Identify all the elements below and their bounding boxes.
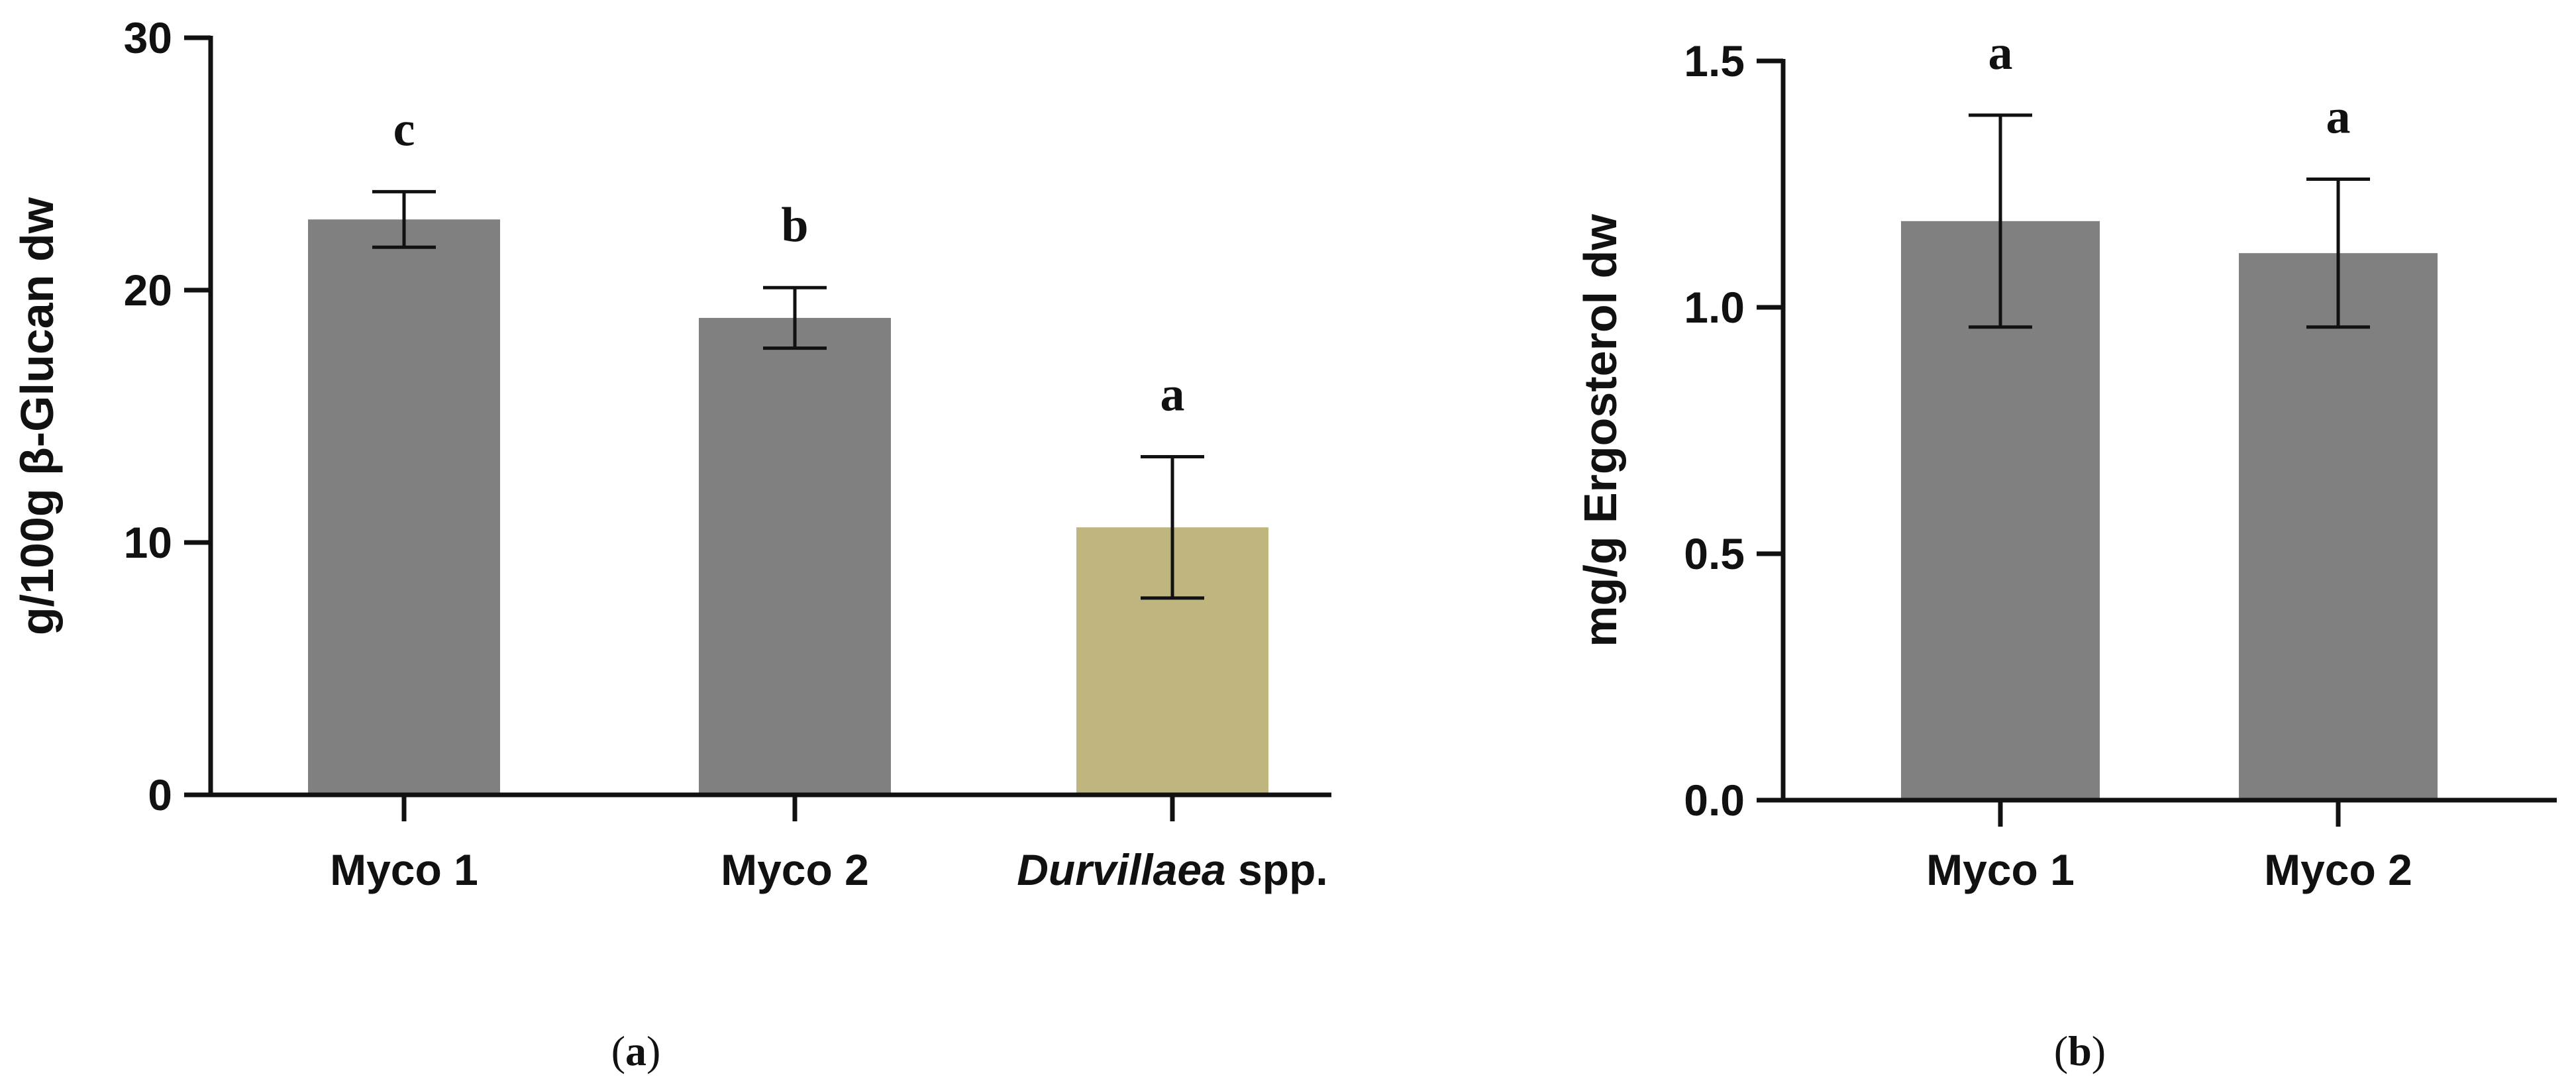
- chart-a-y-tick-label-3: 30: [124, 13, 172, 62]
- chart-a-panel-label-close: ): [646, 1027, 660, 1074]
- chart-b-category-label-2: Myco 2: [2264, 845, 2412, 894]
- chart-b-y-tick-label-0: 0.0: [1684, 776, 1745, 825]
- chart-b-error-bar-2: [2306, 178, 2370, 329]
- chart-panel-a: c b a 0 10 20 30 Myco 1 Myco 2 Durvillaea spp. g/1…: [11, 13, 1331, 1074]
- chart-a-panel-label: (a): [611, 1027, 661, 1074]
- chart-a-category-label-3: Durvillaea spp.: [1017, 845, 1328, 894]
- chart-a-panel-label-letter: a: [625, 1027, 646, 1074]
- chart-a-significance-2: b: [781, 198, 808, 252]
- chart-a-y-tick-label-2: 20: [124, 266, 172, 315]
- chart-b-category-label-1: Myco 1: [1926, 845, 2075, 894]
- chart-a-bar-1: [308, 219, 500, 795]
- chart-b-y-tick-label-2: 1.0: [1684, 283, 1745, 332]
- chart-a-error-bar-2: [763, 285, 827, 350]
- chart-a-bar-2: [699, 317, 891, 795]
- chart-a-significance-1: c: [393, 102, 415, 156]
- chart-a-category-label-plain-3: spp.: [1226, 845, 1328, 894]
- chart-b-significance-1: a: [1988, 26, 2013, 80]
- chart-a-error-bar-1: [372, 189, 436, 249]
- chart-b-panel-label-letter: b: [2068, 1027, 2092, 1074]
- chart-a-y-tick-label-0: 0: [148, 770, 172, 819]
- chart-a-y-tick-label-1: 10: [124, 518, 172, 567]
- chart-a-category-label-1: Myco 1: [330, 845, 478, 894]
- chart-a-panel-label-open: (: [611, 1027, 625, 1074]
- chart-a-error-bar-3: [1141, 454, 1204, 600]
- chart-b-panel-label-open: (: [2054, 1027, 2068, 1074]
- chart-b-y-tick-label-3: 1.5: [1684, 36, 1745, 85]
- chart-b-y-axis-title: mg/g Ergosterol dw: [1574, 214, 1626, 647]
- chart-b-bar-2: [2239, 253, 2438, 800]
- chart-a-y-axis-title: g/100g β-Glucan dw: [11, 197, 63, 635]
- chart-b-significance-2: a: [2326, 90, 2351, 144]
- chart-a-category-label-2: Myco 2: [721, 845, 869, 894]
- chart-a-significance-3: a: [1160, 367, 1185, 421]
- chart-b-panel-label-close: ): [2092, 1027, 2106, 1074]
- chart-panel-b: a a 0.0 0.5 1.0 1.5 Myco 1 Myco 2 mg/g Ergostero…: [1574, 26, 2557, 1074]
- chart-a-category-label-italic-3: Durvillaea: [1017, 845, 1226, 894]
- chart-b-panel-label: (b): [2054, 1027, 2106, 1074]
- chart-b-y-tick-label-1: 0.5: [1684, 529, 1745, 578]
- chart-b-error-bar-1: [1969, 113, 2032, 329]
